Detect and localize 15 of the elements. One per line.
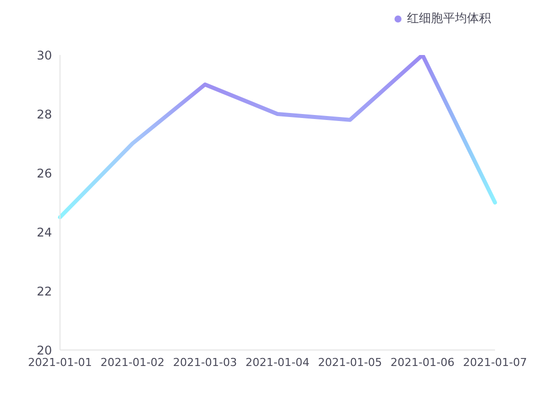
x-tick-label: 2021-01-02 xyxy=(100,356,164,369)
y-tick-label: 30 xyxy=(36,48,52,62)
line-series xyxy=(58,55,497,220)
x-tick-label: 2021-01-05 xyxy=(318,356,382,369)
text: 红细胞平均体积 xyxy=(406,10,491,27)
x-tick-label: 2021-01-01 xyxy=(28,356,92,369)
y-tick-label: 24 xyxy=(36,225,52,240)
y-tick-label: 22 xyxy=(36,284,52,298)
x-tick-label: 2021-01-03 xyxy=(173,356,237,369)
y-tick-label: 20 xyxy=(36,343,52,358)
y-tick-label: 26 xyxy=(36,166,52,180)
x-tick-label: 2021-01-06 xyxy=(390,356,454,369)
y-tick-label: 28 xyxy=(36,107,52,122)
x-tick-label: 2021-01-07 xyxy=(463,356,527,369)
x-tick-label: 2021-01-04 xyxy=(246,356,310,369)
